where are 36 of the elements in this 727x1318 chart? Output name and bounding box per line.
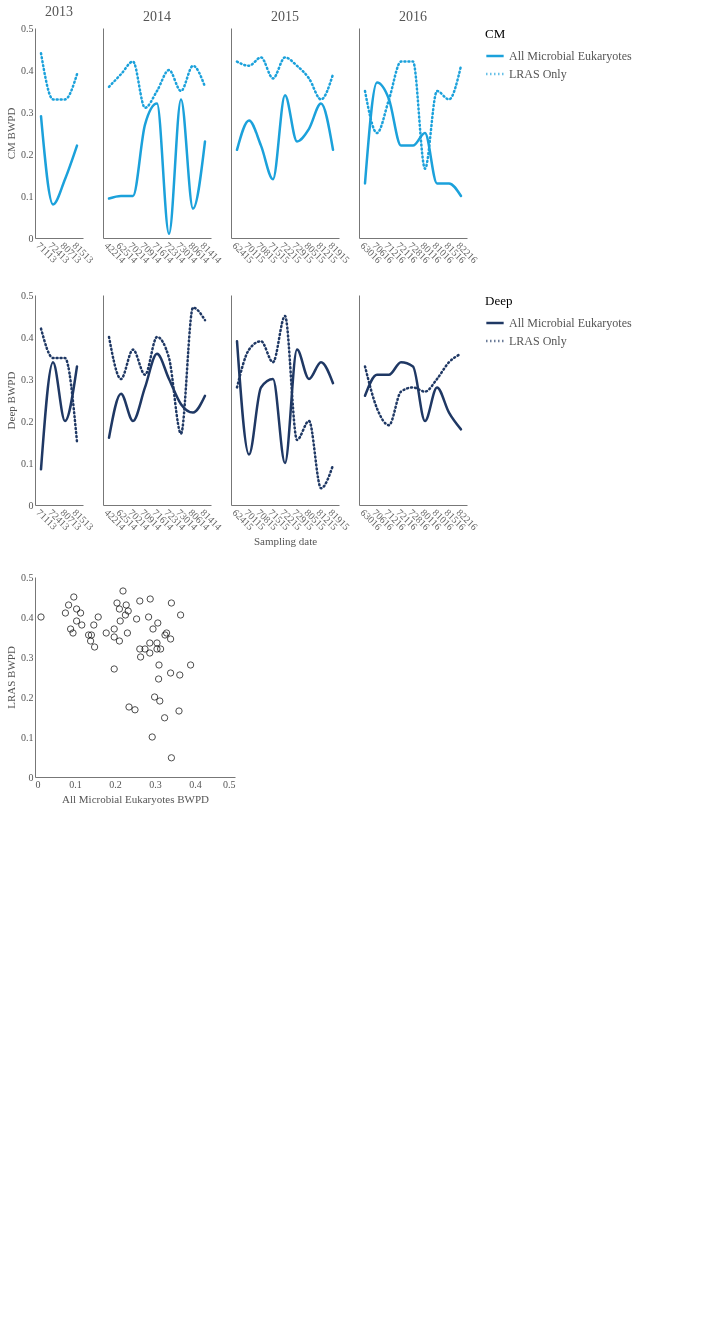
legend-label: LRAS Only (509, 334, 567, 348)
y-tick-label: 0.1 (21, 457, 34, 469)
y-tick-label: 0.5 (21, 289, 34, 301)
legend-label: All Microbial Eukaryotes (509, 49, 632, 63)
y-tick-label: 0.4 (21, 64, 34, 76)
legend-title: CM (485, 26, 506, 41)
y-tick-label: 0.4 (21, 331, 34, 343)
y-tick-label: 0.2 (21, 415, 34, 427)
y-tick-label: 0.5 (21, 22, 34, 34)
legend-title: Deep (485, 293, 513, 308)
y-tick-label: 0.2 (21, 691, 34, 703)
y-axis-title: Deep BWPD (5, 371, 17, 430)
legend-label: All Microbial Eukaryotes (509, 316, 632, 330)
x-axis-title: All Microbial Eukaryotes BWPD (62, 792, 210, 805)
chart-title: 2015 (271, 9, 299, 24)
x-axis-title: Sampling date (253, 535, 318, 548)
y-tick-label: 0.3 (21, 373, 34, 385)
chart-title: 2014 (143, 9, 171, 24)
legend-label: LRAS Only (509, 67, 567, 81)
chart-title: 2016 (399, 9, 427, 24)
line-series (39, 114, 79, 206)
y-tick-label: 0.3 (21, 106, 34, 118)
x-tick-label: 0.5 (223, 778, 236, 790)
y-axis-title: LRAS BWPD (5, 646, 17, 709)
y-tick-label: 0.5 (21, 571, 34, 583)
y-tick-label: 0.3 (21, 651, 34, 663)
y-tick-label: 0.1 (21, 190, 34, 202)
x-tick-label: 0.4 (189, 778, 202, 790)
y-tick-label: 0.4 (21, 611, 34, 623)
x-tick-label: 0.2 (109, 778, 122, 790)
y-axis-title: CM BWPD (5, 107, 17, 160)
x-tick-label: 0.3 (149, 778, 162, 790)
y-tick-label: 0.2 (21, 148, 34, 160)
x-tick-label: 0.1 (69, 778, 82, 790)
y-tick-label: 0.1 (21, 731, 34, 743)
chart-title: 2013 (45, 4, 73, 19)
